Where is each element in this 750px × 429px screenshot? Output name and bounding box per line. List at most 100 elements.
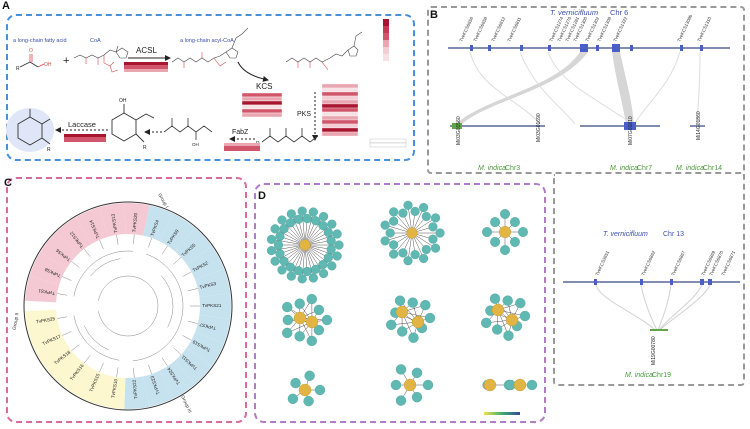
tree-branch — [161, 357, 168, 367]
polyketide-structure — [261, 128, 319, 143]
network-node — [321, 314, 333, 326]
tree-group-wedge — [195, 314, 231, 344]
network-node — [490, 217, 501, 228]
network-node — [481, 317, 492, 328]
tree-clade-arc — [160, 275, 174, 328]
acsl-label: ACSL — [136, 46, 157, 55]
network-node — [306, 335, 317, 347]
network-node — [410, 250, 420, 260]
tree-branch — [182, 271, 192, 277]
synteny-bottom-chr: Chr 13 — [663, 231, 684, 238]
network-node — [313, 324, 325, 336]
network-edge — [301, 244, 306, 279]
network-node — [275, 231, 285, 241]
plus-sign: + — [63, 55, 69, 67]
tree-group-label: Group II — [12, 312, 21, 330]
network-node — [306, 293, 317, 305]
network-node — [500, 209, 510, 219]
network-edge — [304, 233, 338, 246]
network-edge — [304, 244, 324, 274]
network-edge — [304, 211, 314, 246]
tree-leaf-label: TvPKS1 — [38, 288, 56, 296]
tree-group-wedge — [25, 275, 60, 303]
network-edge — [281, 219, 306, 246]
pks-heatmap — [321, 83, 359, 137]
network-node — [327, 261, 337, 271]
network-node — [273, 240, 284, 250]
network-node — [319, 268, 329, 279]
network-edge — [304, 216, 324, 246]
pks-label: PKS — [297, 111, 311, 118]
atom-oh-a: OH — [44, 62, 52, 68]
tree-branch — [62, 276, 72, 281]
tree-leaf-label: TvPKS23 — [150, 375, 161, 395]
network-hub-node — [505, 313, 519, 327]
network-node — [419, 202, 429, 213]
chr14-gene-id: Mi14G01860 — [696, 111, 702, 140]
network-node — [395, 364, 407, 375]
network-node — [285, 262, 296, 272]
chr13-gene-labels: TveKCS3651 TveKCS6862 TveKCS6867 TveKCS6869… — [594, 250, 736, 277]
network-node — [408, 332, 419, 343]
network-node — [275, 249, 285, 259]
tree-group-wedge — [195, 268, 231, 298]
panel-b-lower — [553, 174, 745, 386]
network-edge — [281, 244, 306, 271]
network-node — [489, 293, 501, 304]
coa-structure — [73, 45, 129, 73]
tree-outer-ring — [23, 201, 233, 411]
atom-r-a: R — [16, 66, 20, 72]
tree-branch — [188, 288, 198, 292]
network-node — [304, 370, 315, 381]
network-hub-node — [411, 315, 425, 329]
synteny-top: T. vernicifluum Chr 6 — [448, 8, 730, 172]
tree-group-wedge — [199, 293, 231, 319]
network-node — [398, 208, 408, 218]
network-node — [509, 236, 520, 247]
network-node — [492, 324, 503, 335]
coa-label: CoA — [90, 38, 101, 44]
synteny-bottom: T. vernicifluum Chr 13 Mi19G00780 M. ind… — [563, 231, 740, 379]
chr6-gene-label: TveKCS1322 — [612, 16, 628, 43]
network-node — [314, 384, 326, 396]
network-node — [386, 319, 397, 330]
tree-branch — [182, 335, 192, 341]
network-node — [286, 209, 296, 219]
network-node — [286, 271, 296, 281]
synteny-top-species: T. vernicifluum — [550, 8, 598, 17]
tree-group-label: Group III — [179, 395, 192, 414]
tree-group-wedge — [29, 252, 67, 285]
atom-r-d: R — [47, 147, 51, 153]
network-edge — [291, 244, 306, 277]
tree-group-wedge — [75, 368, 108, 405]
network-node — [311, 264, 321, 274]
tree-group-wedge — [159, 360, 195, 399]
chr6-gene-label: TveKCS1310 — [696, 16, 712, 43]
network-node — [323, 227, 333, 237]
tree-branch — [188, 320, 198, 324]
network-node — [428, 234, 438, 244]
tree-group-wedge — [55, 217, 92, 255]
chr7-species: M. indica — [610, 165, 638, 172]
tree-branch — [161, 245, 168, 255]
tree-clade-arc — [98, 275, 159, 337]
network-node — [420, 299, 431, 311]
network-node — [313, 304, 325, 316]
network-edge — [291, 213, 306, 246]
network-node — [390, 379, 402, 391]
chr13-gene-label: TveKCS6862 — [640, 250, 656, 277]
kcs-arrow — [237, 61, 269, 82]
chr3-gene-id-2: Mi03G01690 — [536, 113, 542, 142]
network-node — [323, 253, 333, 263]
atom-r-c: R — [143, 145, 147, 151]
network-node — [380, 220, 390, 230]
tree-group-wedge — [25, 309, 60, 337]
panel-c — [6, 177, 247, 423]
network-hub-node — [299, 239, 311, 251]
network-node — [389, 249, 399, 259]
intermediate-structure — [163, 118, 213, 140]
product-label: a long-chain acyl-CoA — [180, 38, 234, 44]
chr7-chr: Chr7 — [637, 165, 652, 172]
